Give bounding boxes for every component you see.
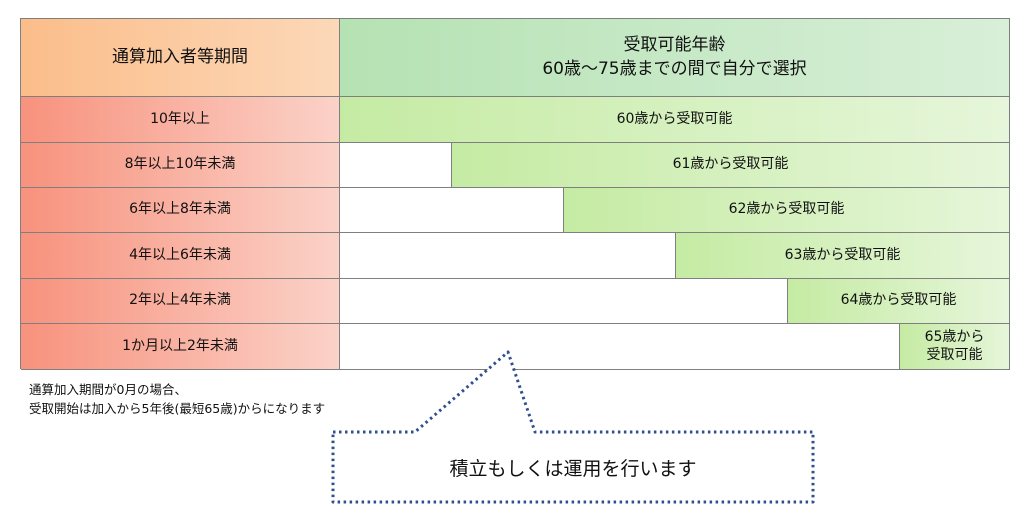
callout-text: 積立もしくは運用を行います <box>449 457 697 480</box>
table-row: 1か月以上2年未満 65歳から 受取可能 <box>21 324 1010 370</box>
period-label: 4年以上6年未満 <box>129 246 231 263</box>
table-row: 10年以上 60歳から受取可能 <box>21 97 1010 143</box>
blank-cell <box>340 188 564 233</box>
period-label: 6年以上8年未満 <box>129 201 231 218</box>
age-label: 61歳から受取可能 <box>672 156 789 173</box>
period-cell: 8年以上10年未満 <box>21 143 340 188</box>
age-label: 60歳から受取可能 <box>616 110 733 127</box>
period-label: 1か月以上2年未満 <box>122 337 238 354</box>
age-band: 62歳から受取可能 <box>564 188 1010 233</box>
age-label: 64歳から受取可能 <box>840 292 957 309</box>
period-label: 2年以上4年未満 <box>129 292 231 309</box>
age-band: 61歳から受取可能 <box>452 143 1010 188</box>
table-row: 2年以上4年未満 64歳から受取可能 <box>21 279 1010 324</box>
blank-cell <box>340 233 676 279</box>
header-age-subtitle: 60歳～75歳までの間で自分で選択 <box>542 58 807 79</box>
period-label: 10年以上 <box>150 110 210 127</box>
period-cell: 6年以上8年未満 <box>21 188 340 233</box>
header-period-label: 通算加入者等期間 <box>112 46 248 67</box>
blank-cell <box>340 143 452 188</box>
note-line-1: 通算加入期間が0月の場合、 <box>29 382 187 397</box>
age-label-line2: 受取可能 <box>926 346 983 363</box>
pension-age-table: 通算加入者等期間 受取可能年齢 60歳～75歳までの間で自分で選択 10年以上 … <box>20 18 1010 370</box>
age-band: 60歳から受取可能 <box>340 97 1010 143</box>
header-age-title: 受取可能年齢 <box>623 34 726 55</box>
age-band: 64歳から受取可能 <box>788 279 1010 324</box>
table-row: 8年以上10年未満 61歳から受取可能 <box>21 143 1010 188</box>
blank-cell <box>340 279 788 324</box>
zero-period-note: 通算加入期間が0月の場合、 受取開始は加入から5年後(最短65歳)からになります <box>29 380 325 418</box>
age-label: 63歳から受取可能 <box>784 246 901 263</box>
age-band: 65歳から 受取可能 <box>900 324 1010 370</box>
table-row: 6年以上8年未満 62歳から受取可能 <box>21 188 1010 233</box>
note-line-2: 受取開始は加入から5年後(最短65歳)からになります <box>29 401 326 416</box>
callout: 積立もしくは運用を行います <box>333 432 813 502</box>
period-cell: 1か月以上2年未満 <box>21 324 340 370</box>
period-cell: 4年以上6年未満 <box>21 233 340 279</box>
age-label-line1: 65歳から <box>924 329 985 345</box>
age-band: 63歳から受取可能 <box>676 233 1010 279</box>
blank-cell <box>340 324 900 370</box>
period-cell: 10年以上 <box>21 97 340 143</box>
age-label: 62歳から受取可能 <box>728 201 845 218</box>
header-row: 通算加入者等期間 受取可能年齢 60歳～75歳までの間で自分で選択 <box>21 19 1010 97</box>
header-period: 通算加入者等期間 <box>21 19 340 97</box>
period-label: 8年以上10年未満 <box>124 156 236 173</box>
table-row: 4年以上6年未満 63歳から受取可能 <box>21 233 1010 279</box>
header-age: 受取可能年齢 60歳～75歳までの間で自分で選択 <box>340 19 1010 97</box>
period-cell: 2年以上4年未満 <box>21 279 340 324</box>
